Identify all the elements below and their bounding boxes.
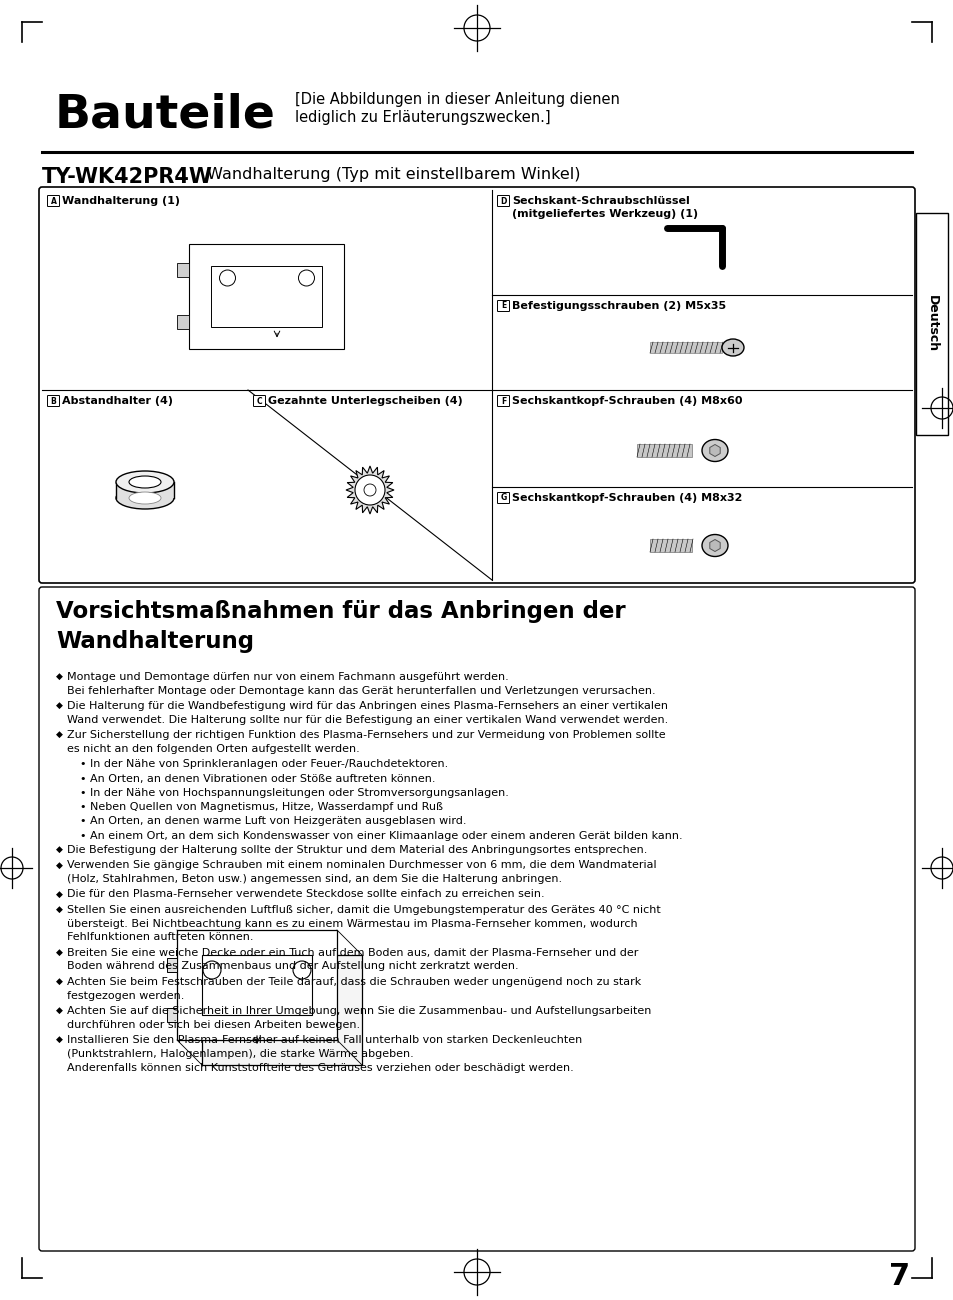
Text: Zur Sicherstellung der richtigen Funktion des Plasma-Fernsehers und zur Vermeidu: Zur Sicherstellung der richtigen Funktio… xyxy=(67,731,665,740)
Ellipse shape xyxy=(701,439,727,462)
Bar xyxy=(177,316,190,329)
Text: ◆: ◆ xyxy=(56,1035,63,1044)
Text: Verwenden Sie gängige Schrauben mit einem nominalen Durchmesser von 6 mm, die de: Verwenden Sie gängige Schrauben mit eine… xyxy=(67,861,656,871)
Text: • Neben Quellen von Magnetismus, Hitze, Wasserdampf und Ruß: • Neben Quellen von Magnetismus, Hitze, … xyxy=(80,802,442,812)
Text: ◆: ◆ xyxy=(56,731,63,740)
Text: Sechskantkopf-Schrauben (4) M8x60: Sechskantkopf-Schrauben (4) M8x60 xyxy=(512,396,741,406)
FancyBboxPatch shape xyxy=(497,395,509,407)
Text: • In der Nähe von Hochspannungsleitungen oder Stromversorgungsanlagen.: • In der Nähe von Hochspannungsleitungen… xyxy=(80,788,508,798)
Polygon shape xyxy=(212,265,322,326)
Circle shape xyxy=(355,474,385,504)
Text: (mitgeliefertes Werkzeug) (1): (mitgeliefertes Werkzeug) (1) xyxy=(512,209,698,218)
Text: Wandhalterung (1): Wandhalterung (1) xyxy=(62,196,180,205)
Text: ◆: ◆ xyxy=(56,1006,63,1015)
Bar xyxy=(649,342,721,354)
Text: E: E xyxy=(500,302,506,311)
FancyBboxPatch shape xyxy=(497,195,509,207)
Text: Abstandhalter (4): Abstandhalter (4) xyxy=(62,396,172,406)
Ellipse shape xyxy=(721,339,743,356)
Text: F: F xyxy=(500,396,506,406)
Text: Die Befestigung der Halterung sollte der Struktur und dem Material des Anbringun: Die Befestigung der Halterung sollte der… xyxy=(67,845,647,855)
Ellipse shape xyxy=(129,476,161,488)
Text: Achten Sie beim Festschrauben der Teile darauf, dass die Schrauben weder ungenüg: Achten Sie beim Festschrauben der Teile … xyxy=(67,976,640,987)
FancyBboxPatch shape xyxy=(48,195,59,207)
Text: • In der Nähe von Sprinkleranlagen oder Feuer-/Rauchdetektoren.: • In der Nähe von Sprinkleranlagen oder … xyxy=(80,759,448,770)
FancyBboxPatch shape xyxy=(497,300,509,312)
Text: TY-WK42PR4W: TY-WK42PR4W xyxy=(42,166,213,187)
Bar xyxy=(637,445,691,458)
FancyBboxPatch shape xyxy=(497,493,509,503)
Ellipse shape xyxy=(116,471,173,493)
Text: Achten Sie auf die Sicherheit in Ihrer Umgebung, wenn Sie die Zusammenbau- und A: Achten Sie auf die Sicherheit in Ihrer U… xyxy=(67,1006,651,1015)
Text: Montage und Demontage dürfen nur von einem Fachmann ausgeführt werden.: Montage und Demontage dürfen nur von ein… xyxy=(67,672,508,682)
Text: Deutsch: Deutsch xyxy=(924,295,938,352)
Text: Anderenfalls können sich Kunststoffteile des Gehäuses verziehen oder beschädigt : Anderenfalls können sich Kunststoffteile… xyxy=(67,1062,573,1072)
Text: [Die Abbildungen in dieser Anleitung dienen: [Die Abbildungen in dieser Anleitung die… xyxy=(294,92,619,107)
Ellipse shape xyxy=(129,491,161,504)
Text: ◆: ◆ xyxy=(56,948,63,957)
Text: ◆: ◆ xyxy=(56,905,63,914)
Text: Wandhalterung (Typ mit einstellbarem Winkel): Wandhalterung (Typ mit einstellbarem Win… xyxy=(202,166,579,182)
Text: Wandhalterung: Wandhalterung xyxy=(56,630,253,653)
Text: ◆: ◆ xyxy=(56,672,63,681)
FancyBboxPatch shape xyxy=(39,187,914,582)
Text: (Holz, Stahlrahmen, Beton usw.) angemessen sind, an dem Sie die Halterung anbrin: (Holz, Stahlrahmen, Beton usw.) angemess… xyxy=(67,874,561,884)
Polygon shape xyxy=(190,243,344,348)
Text: ◆: ◆ xyxy=(56,861,63,870)
Text: Boden während des Zusammenbaus und der Aufstellung nicht zerkratzt werden.: Boden während des Zusammenbaus und der A… xyxy=(67,962,518,971)
Text: Sechskantkopf-Schrauben (4) M8x32: Sechskantkopf-Schrauben (4) M8x32 xyxy=(512,493,741,503)
Text: übersteigt. Bei Nichtbeachtung kann es zu einem Wärmestau im Plasma-Fernseher ko: übersteigt. Bei Nichtbeachtung kann es z… xyxy=(67,919,637,928)
Text: C: C xyxy=(256,396,262,406)
Text: festgezogen werden.: festgezogen werden. xyxy=(67,991,184,1001)
Polygon shape xyxy=(210,259,364,364)
Text: ◆: ◆ xyxy=(56,845,63,854)
Bar xyxy=(167,1008,177,1022)
Text: Vorsichtsmaßnahmen für das Anbringen der: Vorsichtsmaßnahmen für das Anbringen der xyxy=(56,601,625,623)
Text: A: A xyxy=(51,196,56,205)
Text: Befestigungsschrauben (2) M5x35: Befestigungsschrauben (2) M5x35 xyxy=(512,302,725,311)
Ellipse shape xyxy=(701,534,727,556)
FancyBboxPatch shape xyxy=(39,588,914,1251)
Text: G: G xyxy=(500,494,506,503)
Bar xyxy=(45,209,489,389)
Text: 7: 7 xyxy=(888,1262,909,1291)
Text: • An einem Ort, an dem sich Kondenswasser von einer Klimaanlage oder einem ander: • An einem Ort, an dem sich Kondenswasse… xyxy=(80,831,682,841)
FancyBboxPatch shape xyxy=(253,395,265,407)
Bar xyxy=(116,482,173,498)
FancyBboxPatch shape xyxy=(48,395,59,407)
Text: Stellen Sie einen ausreichenden Luftfluß sicher, damit die Umgebungstemperatur d: Stellen Sie einen ausreichenden Luftfluß… xyxy=(67,905,660,915)
Bar xyxy=(177,263,190,277)
Text: ◆: ◆ xyxy=(56,976,63,985)
FancyBboxPatch shape xyxy=(915,213,947,436)
Text: • An Orten, an denen Vibrationen oder Stöße auftreten können.: • An Orten, an denen Vibrationen oder St… xyxy=(80,774,435,784)
Polygon shape xyxy=(177,930,336,1040)
Text: Gezahnte Unterlegscheiben (4): Gezahnte Unterlegscheiben (4) xyxy=(268,396,462,406)
Text: ◆: ◆ xyxy=(56,701,63,710)
Text: D: D xyxy=(499,196,506,205)
Text: • An Orten, an denen warme Luft von Heizgeräten ausgeblasen wird.: • An Orten, an denen warme Luft von Heiz… xyxy=(80,816,466,827)
Text: ◆: ◆ xyxy=(56,889,63,898)
Bar xyxy=(649,540,691,552)
Polygon shape xyxy=(202,956,312,1015)
Text: Die für den Plasma-Fernseher verwendete Steckdose sollte einfach zu erreichen se: Die für den Plasma-Fernseher verwendete … xyxy=(67,889,544,900)
Text: B: B xyxy=(51,396,56,406)
Text: Sechskant-Schraubschlüssel: Sechskant-Schraubschlüssel xyxy=(512,196,689,205)
Text: (Punktstrahlern, Halogenlampen), die starke Wärme abgeben.: (Punktstrahlern, Halogenlampen), die sta… xyxy=(67,1049,414,1058)
Text: Fehlfunktionen auftreten können.: Fehlfunktionen auftreten können. xyxy=(67,932,253,942)
Text: Die Halterung für die Wandbefestigung wird für das Anbringen eines Plasma-Fernse: Die Halterung für die Wandbefestigung wi… xyxy=(67,701,667,711)
Circle shape xyxy=(364,484,375,497)
Text: Bauteile: Bauteile xyxy=(55,92,275,136)
Text: lediglich zu Erläuterungszwecken.]: lediglich zu Erläuterungszwecken.] xyxy=(294,111,550,125)
Text: es nicht an den folgenden Orten aufgestellt werden.: es nicht an den folgenden Orten aufgeste… xyxy=(67,744,359,754)
Text: Wand verwendet. Die Halterung sollte nur für die Befestigung an einer vertikalen: Wand verwendet. Die Halterung sollte nur… xyxy=(67,715,667,725)
Bar xyxy=(167,958,177,972)
Polygon shape xyxy=(346,465,394,514)
Text: durchführen oder sich bei diesen Arbeiten bewegen.: durchführen oder sich bei diesen Arbeite… xyxy=(67,1019,359,1030)
Ellipse shape xyxy=(116,488,173,510)
Polygon shape xyxy=(202,956,361,1065)
Text: Bei fehlerhafter Montage oder Demontage kann das Gerät herunterfallen und Verlet: Bei fehlerhafter Montage oder Demontage … xyxy=(67,686,655,696)
Text: Installieren Sie den Plasma-Fernseher auf keinen Fall unterhalb von starken Deck: Installieren Sie den Plasma-Fernseher au… xyxy=(67,1035,581,1045)
Text: Breiten Sie eine weiche Decke oder ein Tuch auf dem Boden aus, damit der Plasma-: Breiten Sie eine weiche Decke oder ein T… xyxy=(67,948,638,958)
